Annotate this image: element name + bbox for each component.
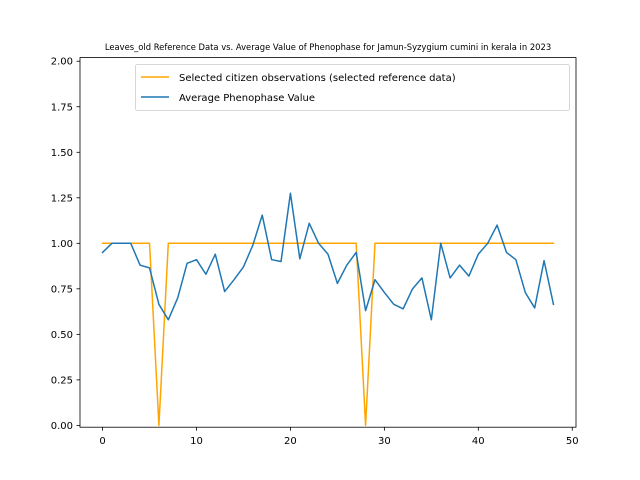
y-tick-label: 0.25 — [51, 375, 73, 386]
y-tick-label: 1.25 — [51, 193, 73, 204]
y-tick-label: 2.00 — [51, 57, 73, 68]
y-tick-label: 0.75 — [51, 284, 73, 295]
plot-lines — [101, 192, 555, 427]
y-tick-label: 1.75 — [51, 102, 73, 113]
chart-title: Leaves_old Reference Data vs. Average Va… — [105, 42, 551, 52]
y-tick-label: 1.50 — [51, 148, 73, 159]
y-tick-label: 0.50 — [51, 330, 73, 341]
x-tick-label: 20 — [284, 436, 297, 447]
legend: Selected citizen observations (selected … — [135, 64, 570, 111]
legend-box — [135, 64, 570, 111]
series-line-0 — [101, 242, 555, 427]
legend-label-citizen: Selected citizen observations (selected … — [179, 73, 456, 84]
x-tick-label: 10 — [190, 436, 203, 447]
legend-label-average: Average Phenophase Value — [179, 93, 315, 104]
x-tick-label: 50 — [566, 436, 579, 447]
x-tick-label: 40 — [472, 436, 485, 447]
y-tick-label: 1.00 — [51, 239, 73, 250]
x-axis: 0 10 20 30 40 50 — [99, 427, 579, 447]
x-tick-label: 30 — [378, 436, 391, 447]
y-axis: 0.00 0.25 0.50 0.75 1.00 1.25 1.50 1.75 2.00 — [51, 57, 80, 432]
series-line-1 — [101, 192, 555, 321]
x-tick-label: 0 — [99, 436, 105, 447]
y-tick-label: 0.00 — [51, 421, 73, 432]
plot-frame — [79, 57, 577, 428]
